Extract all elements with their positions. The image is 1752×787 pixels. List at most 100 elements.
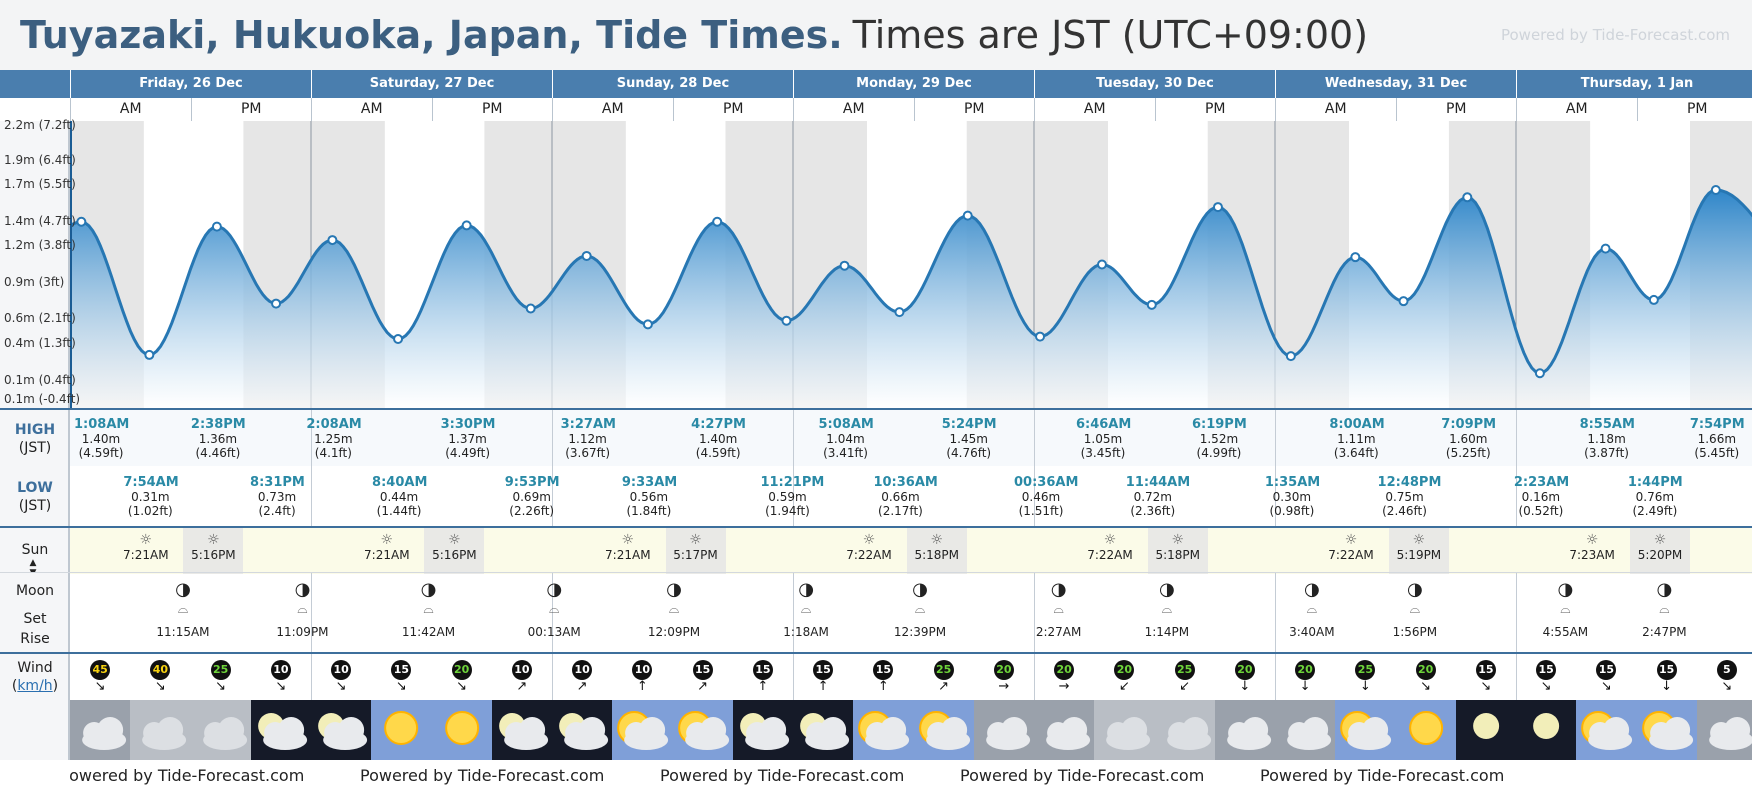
- footer-watermark: Powered by Tide-Forecast.com: [70, 766, 305, 785]
- wind-direction-icon: ↓: [1359, 679, 1371, 694]
- wind-direction-icon: ↙: [1118, 679, 1130, 694]
- weather-sun-cloud-icon: [1636, 700, 1697, 760]
- moonrise-icon: ⌓: [177, 602, 189, 617]
- y-tick-label: 1.2m (3.8ft): [4, 238, 76, 253]
- wind-direction-icon: ↑: [817, 679, 829, 694]
- tide-height-ft: (2.36ft): [1130, 504, 1176, 518]
- weather-icon-graphic: [677, 711, 729, 750]
- wind-cell: 15 ↑: [853, 658, 913, 693]
- tide-entry-high: 1:08AM 1.40m (4.59ft): [74, 418, 129, 461]
- tide-height-m: 1.66m: [1697, 432, 1737, 446]
- wind-speed-badge: 10: [632, 660, 653, 680]
- wind-unit-text[interactable]: km/h: [17, 678, 53, 694]
- moon-event: ◑ ⌓ 00:13AM: [526, 579, 582, 639]
- weather-icon-graphic: [617, 711, 669, 750]
- wind-speed-badge: 15: [1536, 660, 1557, 680]
- weather-icon-graphic: [739, 713, 789, 750]
- wind-direction-icon: ↘: [1420, 679, 1432, 694]
- wind-direction-icon: ↓: [1239, 679, 1251, 694]
- weather-icon-graphic: [1340, 711, 1392, 750]
- sunrise-time: 7:22AM: [1087, 548, 1133, 562]
- wind-direction-icon: ↘: [1600, 679, 1612, 694]
- tide-entry-low: 11:44AM 0.72m (2.36ft): [1126, 476, 1190, 519]
- wind-cell: 20 ↓: [1215, 658, 1275, 693]
- moon-event: ◑ ⌓ 11:15AM: [155, 579, 211, 639]
- wind-direction-icon: ↗: [697, 679, 709, 694]
- tide-height-ft: (1.84ft): [626, 504, 672, 518]
- moonrise-icon: ⌓: [1306, 602, 1317, 617]
- tide-time: 1:35AM: [1264, 475, 1321, 490]
- tide-time: 3:30PM: [440, 417, 496, 432]
- moon-phase-icon: ◑: [1407, 579, 1423, 600]
- wind-cell: 15 ↑: [793, 658, 853, 693]
- wind-speed-badge: 10: [572, 660, 593, 680]
- day-header-2: Sunday, 28 Dec: [552, 70, 793, 98]
- day-header-6: Thursday, 1 Jan: [1516, 70, 1752, 98]
- weather-icon-graphic: [1046, 717, 1091, 750]
- weather-cloud-icon: [1275, 700, 1336, 760]
- moon-phase-icon: ◑: [294, 579, 311, 600]
- day-separator: [1275, 573, 1276, 653]
- wind-cell: 15 ↓: [1637, 658, 1697, 693]
- day-header-bar: Friday, 26 Dec Saturday, 27 Dec Sunday, 28…: [0, 70, 1752, 98]
- wind-cell: 10 ↑: [612, 658, 672, 693]
- moon-event: ◑ ⌓ 2:27AM: [1031, 579, 1087, 639]
- tide-height-m: 1.52m: [1199, 432, 1239, 446]
- tide-height-ft: (0.52ft): [1518, 504, 1564, 518]
- tide-height-m: 1.05m: [1083, 432, 1123, 446]
- footer-watermarks: Powered by Tide-Forecast.com Powered by T…: [70, 764, 1752, 787]
- sunset-cell: [183, 528, 244, 574]
- wind-speed-badge: 20: [451, 660, 472, 680]
- y-tick-label: 0.9m (3ft): [4, 274, 65, 289]
- tide-point-15: [1035, 331, 1046, 342]
- moonrise-icon: ⌓: [800, 602, 812, 617]
- tide-series: [70, 184, 1752, 408]
- high-tide-row: HIGH (JST) 1:08AM 1.40m (4.59ft) 2:38PM 1.36…: [0, 408, 1752, 468]
- moon-event: ◑ ⌓ 1:14PM: [1139, 579, 1195, 639]
- sunset-icon: ☼: [1653, 532, 1667, 548]
- am-label: AM: [70, 98, 191, 121]
- wind-direction-icon: ↘: [456, 679, 468, 694]
- sunrise-time: 7:21AM: [364, 548, 410, 562]
- tide-time: 11:21PM: [760, 475, 825, 490]
- sunset-icon: ☼: [448, 532, 461, 548]
- tide-point-8: [581, 250, 592, 261]
- weather-icon-graphic: [1581, 711, 1633, 750]
- moonrise-icon: ⌓: [1161, 602, 1172, 617]
- wind-cell: 15 ↘: [1456, 658, 1516, 693]
- tide-point-14: [962, 210, 973, 221]
- sunset-time: 5:16PM: [432, 548, 477, 562]
- sunset-time: 5:20PM: [1637, 548, 1683, 562]
- tide-height-ft: (4.46ft): [195, 446, 241, 460]
- sun-row-label: Sun ▲▼: [0, 528, 70, 578]
- wind-cell: 25 ↗: [914, 658, 974, 693]
- day-separator: [1034, 654, 1035, 702]
- sun-label: Sun: [21, 542, 49, 558]
- tide-height-ft: (4.59ft): [78, 446, 124, 460]
- day-separator: [793, 410, 794, 468]
- y-tick-label: 2.2m (7.2ft): [4, 118, 76, 132]
- sunrise-entry: ☼ 7:22AM: [1086, 532, 1134, 562]
- tide-entry-high: 2:08AM 1.25m (4.1ft): [306, 418, 361, 461]
- tide-point-0: [76, 216, 87, 227]
- sunrise-entry: ☼ 7:23AM: [1568, 532, 1616, 562]
- powered-by-text[interactable]: Powered by Tide-Forecast.com: [1500, 26, 1730, 44]
- y-axis: 2.2m (7.2ft) 1.9m (6.4ft) 1.7m (5.5ft) 1.4m…: [0, 118, 80, 408]
- wind-speed-badge: 25: [1355, 660, 1376, 680]
- wind-speed-badge: 15: [391, 660, 412, 680]
- sunset-icon: ☼: [930, 532, 943, 548]
- wind-unit-link[interactable]: (km/h): [11, 678, 59, 694]
- pm-label: PM: [672, 98, 794, 121]
- moon-time: 11:09PM: [276, 625, 329, 639]
- wind-speed-badge: 15: [1475, 660, 1496, 680]
- weather-icon-graphic: [1226, 717, 1271, 750]
- page-title: Tuyazaki, Hukuoka, Japan, Tide Times. Tim…: [20, 12, 1368, 58]
- tide-height-m: 0.72m: [1133, 490, 1172, 504]
- weather-overcast-icon: [190, 700, 251, 760]
- sunset-cell: [424, 528, 485, 574]
- tide-height-ft: (2.26ft): [509, 504, 555, 518]
- tide-height-m: 0.73m: [257, 490, 297, 504]
- sun-toggle-icon[interactable]: ▲▼: [28, 558, 38, 578]
- sunset-entry: ☼ 5:18PM: [1154, 532, 1202, 562]
- moonrise-icon: ⌓: [1560, 602, 1571, 617]
